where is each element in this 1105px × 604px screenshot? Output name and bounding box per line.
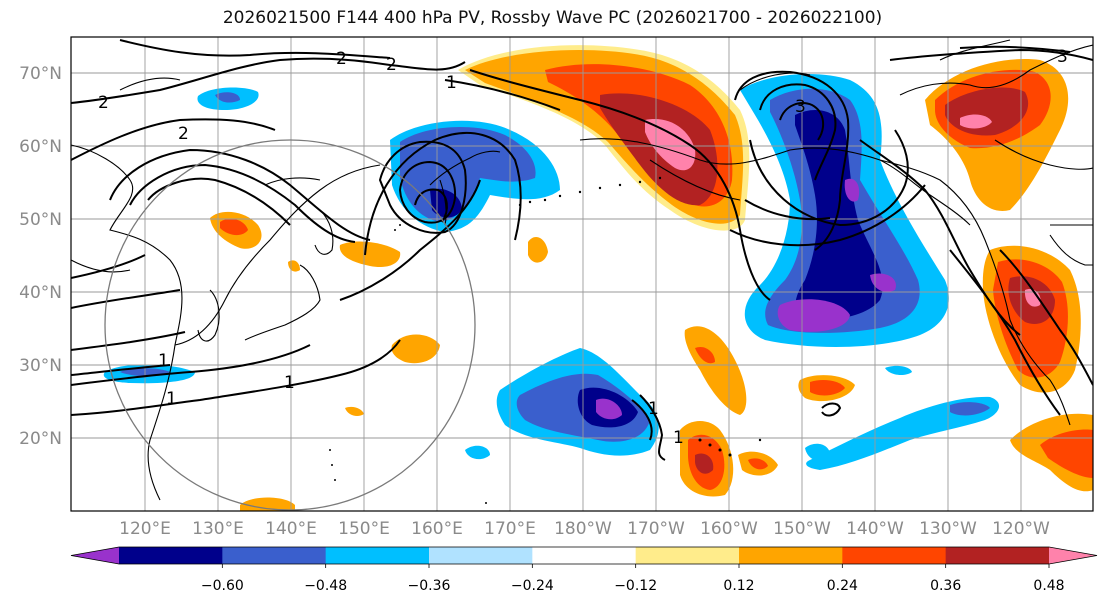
- fill-blob-central-neg-purple3: [870, 273, 896, 292]
- fill-blob-mid-small-pos: [528, 237, 548, 263]
- colorbar-tick-label: −0.36: [408, 578, 451, 594]
- colorbar-extend-low: [71, 547, 119, 564]
- reference-circle: [104, 139, 476, 511]
- islands: [329, 176, 762, 504]
- graticule: [71, 37, 1093, 511]
- fill-blob-japan-pos: [391, 334, 440, 364]
- fill-blob-small-pos-2: [345, 406, 364, 416]
- colorbar-box: [739, 547, 843, 564]
- lon-label: 150°E: [338, 519, 390, 539]
- fill-blob-sub-pos-2-red: [810, 380, 845, 396]
- fill-blob-manchuria-pos-red: [220, 218, 248, 236]
- contour-label: 3: [795, 97, 806, 117]
- lon-label: 170°E: [484, 519, 536, 539]
- map-frame: [70, 36, 1094, 512]
- colorbar-tick-label: 0.24: [827, 578, 858, 594]
- fill-blob-small-neg-1: [465, 445, 490, 460]
- colorbar-extend-high: [1049, 547, 1097, 564]
- lon-label: 130°W: [919, 519, 977, 539]
- contour-label: 2: [178, 124, 189, 144]
- lon-label: 170°W: [627, 519, 685, 539]
- fill-blob-hawaii-pos-darkred: [695, 453, 714, 474]
- contour-label: 3: [1057, 47, 1068, 67]
- contour-label: 1: [648, 399, 659, 419]
- fill-blob-westus-pink: [1024, 289, 1041, 307]
- lon-label: 160°E: [411, 519, 463, 539]
- colorbar-tick-label: 0.36: [930, 578, 961, 594]
- fill-blob-siberia-neg-mid: [215, 92, 240, 103]
- fill-blob-subtropic-neg-purple: [596, 398, 622, 420]
- contour-label: 1: [284, 373, 295, 393]
- colorbar-tick-label: −0.60: [201, 578, 244, 594]
- lat-label: 50°N: [19, 210, 62, 230]
- fill-blob-east-neg-streak-mid: [950, 402, 990, 416]
- colorbar-box: [945, 547, 1050, 564]
- lon-label: 150°W: [773, 519, 831, 539]
- colorbar-box: [532, 547, 637, 564]
- lat-label: 40°N: [19, 283, 62, 303]
- fill-blob-canada-pink: [960, 114, 992, 129]
- lon-label: 130°E: [192, 519, 244, 539]
- lat-label: 30°N: [19, 356, 62, 376]
- fill-blob-sub-pos-small-red: [748, 458, 768, 470]
- fill-blob-small-neg-2: [805, 443, 830, 461]
- longitude-labels: 120°E 130°E 140°E 150°E 160°E 170°E 180°…: [119, 519, 1050, 539]
- fill-blob-central-neg-purple2: [844, 178, 860, 202]
- lon-label: 140°E: [265, 519, 317, 539]
- contour-label: 2: [386, 55, 397, 75]
- contour-labels: 2 2 2 2 1 1 1 1 1 3 3 1: [98, 47, 1068, 448]
- contour-label: 2: [98, 93, 109, 113]
- colorbar-box: [222, 547, 327, 564]
- fill-blob-bottom-pos: [240, 497, 295, 511]
- lat-label: 20°N: [19, 429, 62, 449]
- colorbar-box: [429, 547, 533, 564]
- colorbar: −0.60 −0.48 −0.36 −0.24 −0.12 0.12 0.24 0.36 0.4…: [70, 546, 1098, 594]
- colorbar-outline: [70, 546, 1098, 565]
- contour-label: 1: [166, 389, 177, 409]
- pv-contours: [71, 39, 1093, 461]
- colorbar-box: [119, 547, 223, 564]
- contour-label: 2: [336, 49, 347, 69]
- fill-blob-small-neg-4: [930, 290, 946, 310]
- lat-label: 70°N: [19, 64, 62, 84]
- figure-title: 2026021500 F144 400 hPa PV, Rossby Wave …: [222, 8, 883, 28]
- lon-label: 160°W: [700, 519, 758, 539]
- fill-blob-central-neg-purple1: [777, 299, 850, 332]
- fill-blob-central-neg-dark: [795, 110, 883, 320]
- colorbar-tick-label: 0.48: [1033, 578, 1064, 594]
- lon-label: 120°W: [992, 519, 1050, 539]
- colorbar-tick-label: −0.12: [614, 578, 657, 594]
- pv-anomaly-fills: [103, 45, 1093, 511]
- lat-label: 60°N: [19, 137, 62, 157]
- colorbar-tick-label: 0.12: [723, 578, 754, 594]
- colorbar-tick-label: −0.48: [304, 578, 347, 594]
- contour-label: 1: [158, 351, 169, 371]
- lon-label: 120°E: [119, 519, 171, 539]
- contour-label: 1: [673, 428, 684, 448]
- latitude-labels: 70°N 60°N 50°N 40°N 30°N 20°N: [19, 64, 62, 449]
- fill-blob-east-neg-streak: [806, 396, 1000, 470]
- fill-blob-alaska-pink: [645, 119, 696, 171]
- map-content: [71, 37, 1093, 511]
- colorbar-tick-label: −0.24: [511, 578, 554, 594]
- colorbar-box: [325, 547, 430, 564]
- lon-label: 180°W: [554, 519, 612, 539]
- fill-blob-mid-pos-red: [695, 346, 715, 364]
- fill-blob-se-pos-red: [1040, 429, 1093, 478]
- colorbar-box: [842, 547, 947, 564]
- colorbar-box: [635, 547, 740, 564]
- fill-blob-small-neg-3: [885, 365, 912, 376]
- lon-label: 140°W: [846, 519, 904, 539]
- fill-blob-kuril-pos: [339, 241, 401, 268]
- contour-label: 1: [446, 73, 457, 93]
